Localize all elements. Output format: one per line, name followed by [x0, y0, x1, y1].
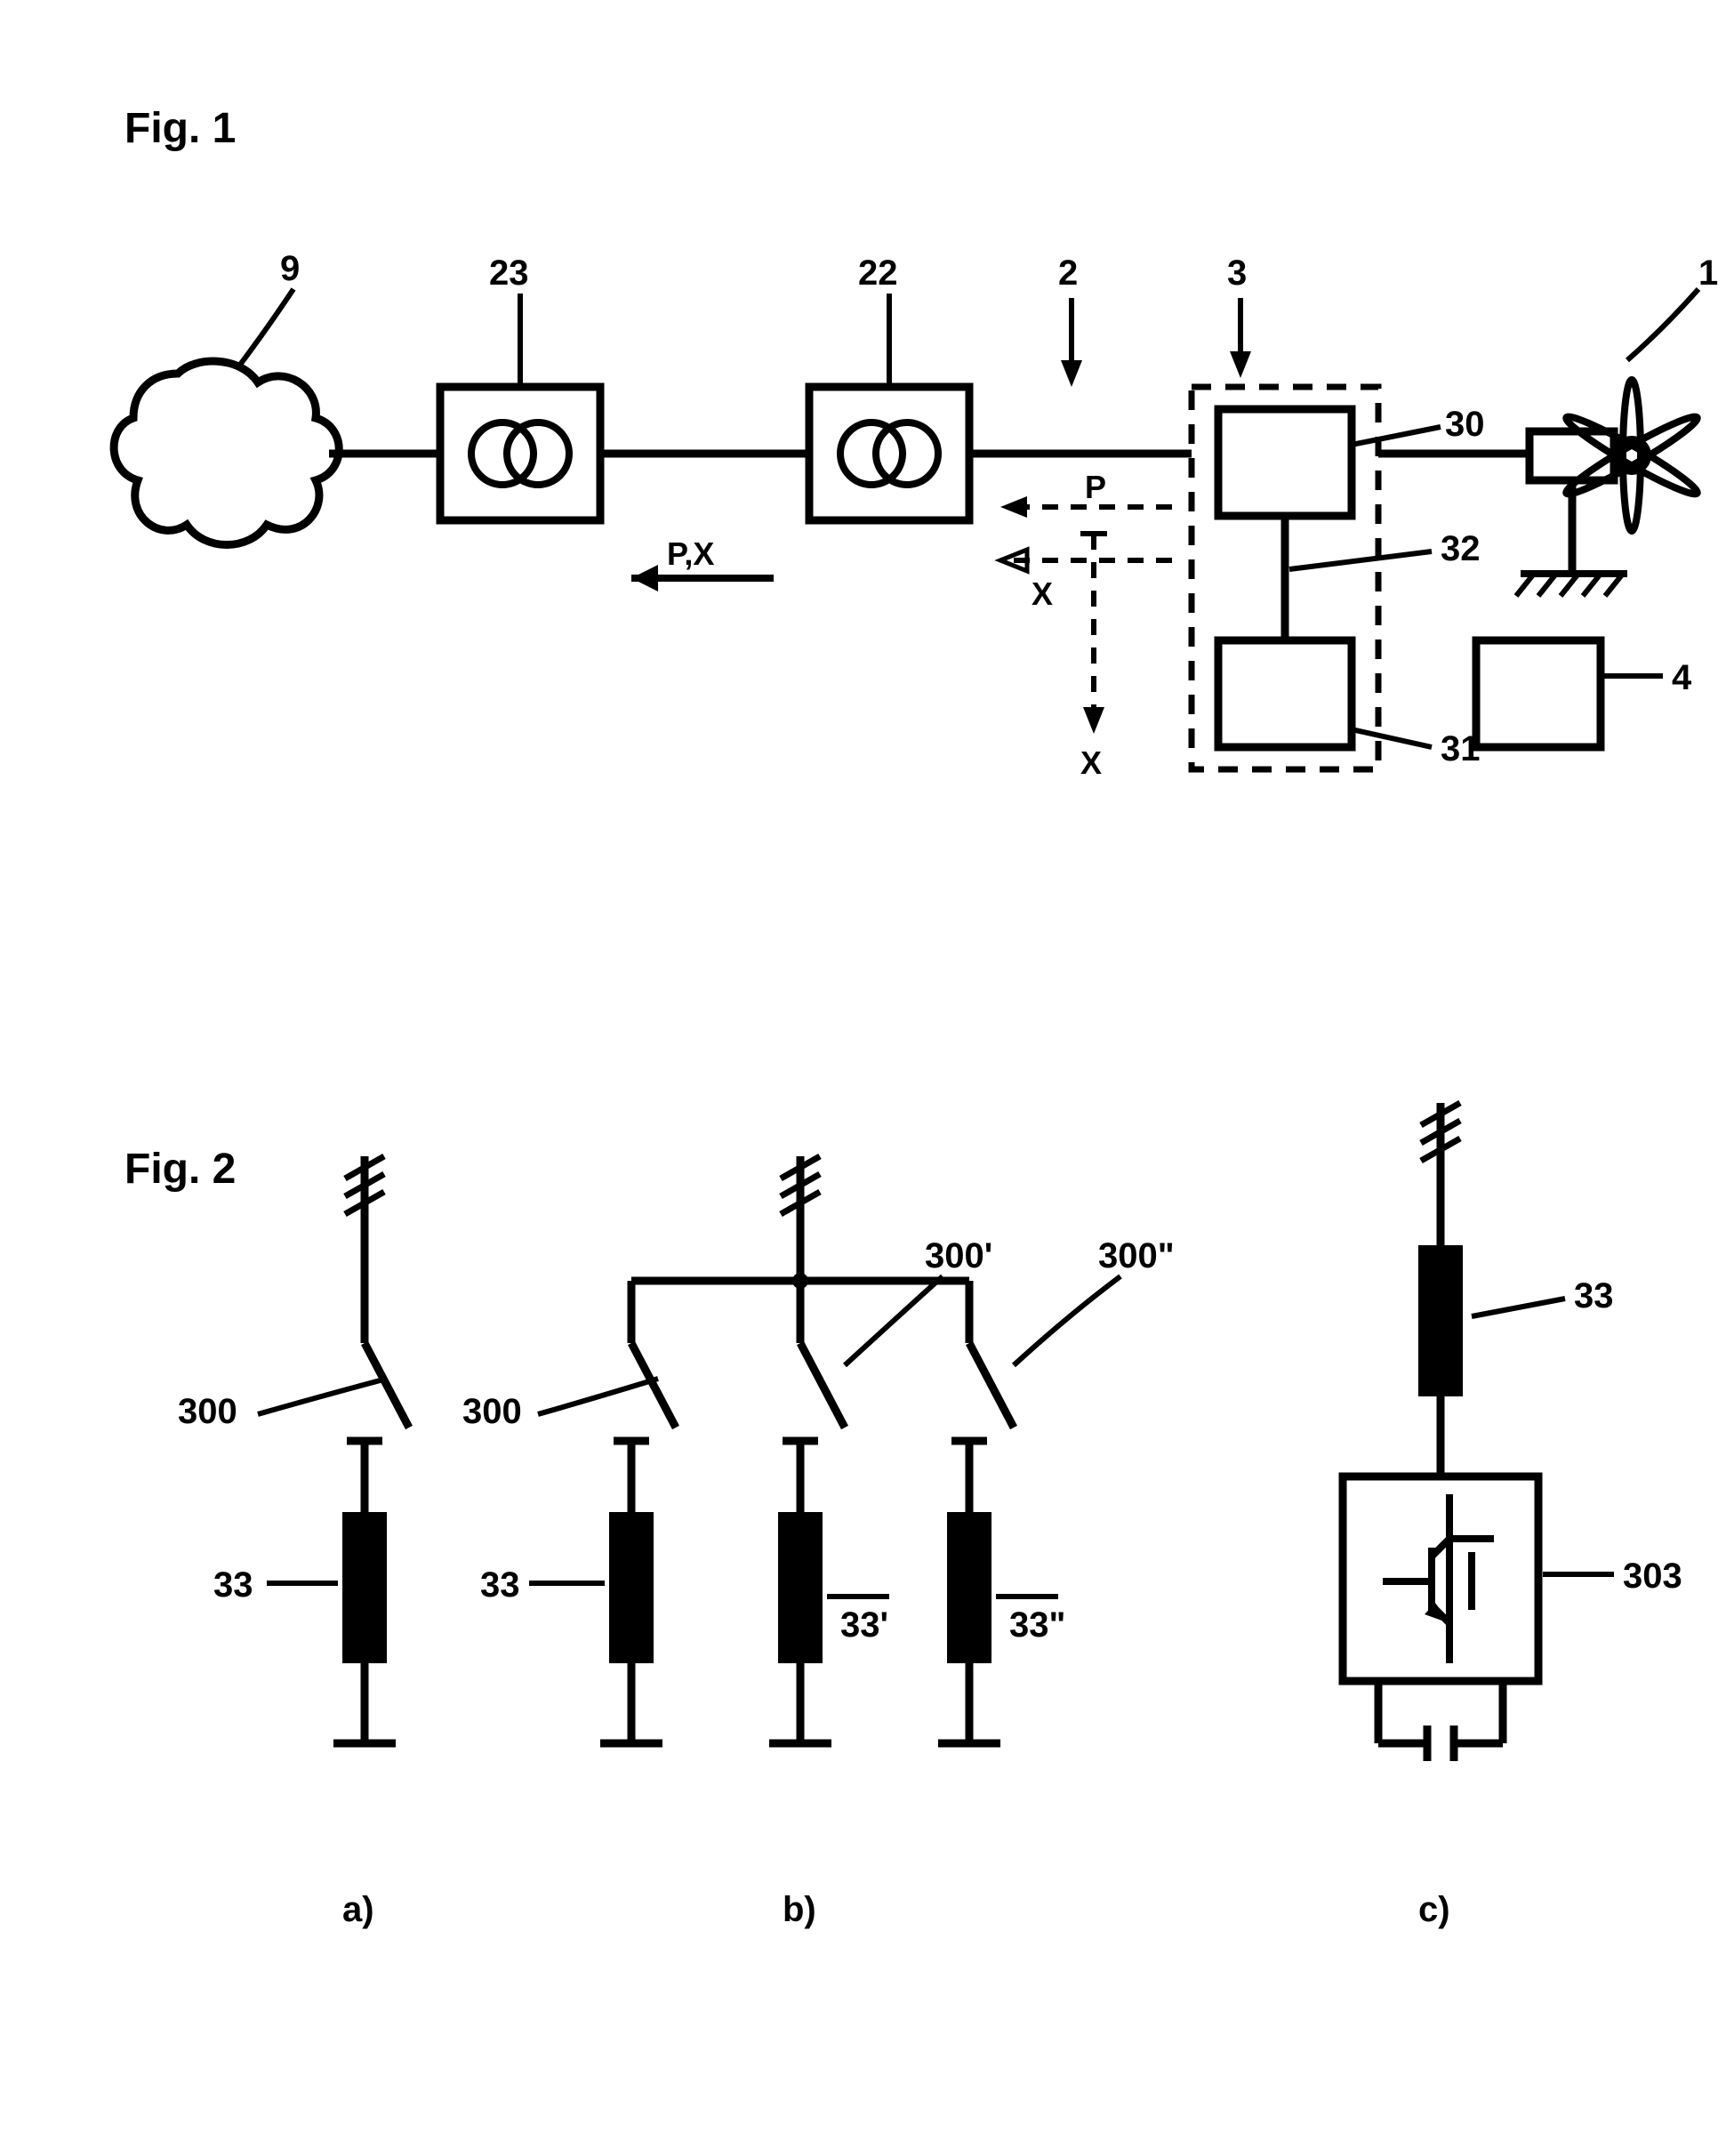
leader-31: [1352, 729, 1432, 747]
pointer-2: 2: [1058, 253, 1082, 387]
leader-30: [1352, 427, 1441, 445]
flow-x: X X: [1000, 534, 1174, 781]
leader-32: [1289, 551, 1432, 569]
sub-b-label: b): [783, 1890, 816, 1929]
svg-text:X: X: [1080, 744, 1102, 781]
label-30: 30: [1445, 405, 1485, 444]
svg-text:P: P: [1085, 469, 1106, 505]
label-22: 22: [858, 253, 898, 293]
block-30: [1218, 409, 1352, 516]
leader-300-a: [258, 1379, 387, 1414]
svg-text:X: X: [1032, 575, 1053, 612]
wind-turbine-icon: [1516, 380, 1702, 596]
svg-text:2: 2: [1058, 253, 1078, 293]
label-33-b1: 33: [480, 1565, 520, 1605]
pointer-3: 3: [1227, 253, 1251, 378]
label-4: 4: [1672, 658, 1692, 697]
leader-9: [240, 289, 293, 365]
label-33-a: 33: [213, 1565, 253, 1605]
block-31: [1218, 640, 1352, 747]
label-33-c: 33: [1574, 1276, 1614, 1315]
leader-33-c: [1472, 1299, 1565, 1316]
label-33-b3: 33": [1009, 1605, 1065, 1645]
figure-2: Fig. 2 300 33 a): [124, 1103, 1682, 1929]
fig2-sub-c: [1343, 1103, 1538, 1761]
label-1: 1: [1698, 253, 1718, 293]
leader-300-b1: [538, 1379, 658, 1414]
sub-c-label: c): [1418, 1890, 1450, 1929]
block-4: [1476, 640, 1601, 747]
transformer-23: [440, 387, 600, 520]
label-9: 9: [280, 249, 300, 288]
fig1-title: Fig. 1: [124, 105, 236, 152]
flow-p: P: [1000, 469, 1174, 518]
fig2-title: Fig. 2: [124, 1146, 236, 1193]
fig2-sub-a: [333, 1156, 409, 1743]
label-303: 303: [1623, 1557, 1682, 1596]
label-33-b2: 33': [840, 1605, 888, 1645]
label-300-b3: 300": [1098, 1236, 1175, 1275]
label-23: 23: [489, 253, 529, 293]
leader-300-b3: [1014, 1276, 1120, 1365]
label-32: 32: [1441, 529, 1481, 568]
flow-px: P,X: [631, 535, 774, 591]
svg-text:3: 3: [1227, 253, 1247, 293]
leader-1: [1627, 289, 1698, 360]
label-300-a: 300: [178, 1392, 237, 1431]
grid-cloud: [114, 361, 339, 544]
label-300-b2: 300': [925, 1236, 992, 1275]
figure-1: Fig. 1 9 23 P,X: [114, 105, 1718, 781]
sub-a-label: a): [342, 1890, 374, 1929]
diagram-canvas: Fig. 1 9 23 P,X: [36, 36, 1726, 2120]
transformer-22: [809, 387, 969, 520]
svg-text:P,X: P,X: [667, 535, 714, 572]
leader-300-b2: [845, 1276, 943, 1365]
label-300-b1: 300: [462, 1392, 522, 1431]
